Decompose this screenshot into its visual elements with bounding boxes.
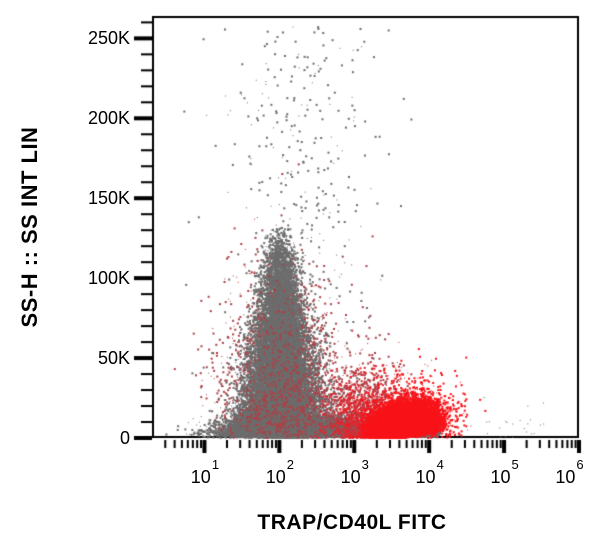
x-tick-label-10e3: 103	[340, 457, 369, 487]
y-tick-label-0: 0	[119, 428, 130, 448]
x-tick-label-10e2: 102	[265, 457, 294, 487]
y-tick-label-50K: 50K	[97, 348, 130, 369]
x-axis-title: TRAP/CD40L FITC	[257, 511, 447, 534]
y-tick-label-200K: 200K	[87, 108, 130, 129]
y-tick-label-100K: 100K	[87, 268, 130, 289]
x-tick-label-10e1: 101	[190, 457, 220, 487]
x-tick-label-10e4: 104	[415, 457, 444, 487]
y-tick-label-150K: 150K	[87, 188, 130, 209]
x-tick-label-10e6: 106	[555, 457, 584, 487]
y-tick-label-250K: 250K	[87, 28, 130, 49]
y-axis-title: SS-H :: SS INT LIN	[17, 126, 42, 328]
x-tick-label-10e5: 105	[490, 457, 519, 487]
